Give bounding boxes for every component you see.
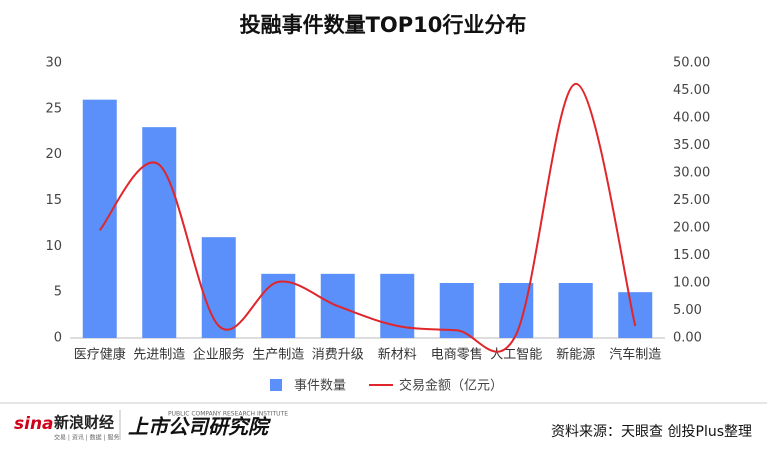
x-tick-label: 生产制造 bbox=[252, 348, 304, 363]
x-tick-label: 新能源 bbox=[556, 347, 595, 363]
y-tick-label: 0 bbox=[54, 331, 62, 346]
x-tick-label: 企业服务 bbox=[193, 347, 245, 363]
x-tick-label: 新材料 bbox=[378, 347, 417, 363]
legend-label: 交易金额（亿元） bbox=[399, 378, 503, 394]
y2-tick-label: 50.00 bbox=[673, 56, 710, 71]
y2-tick-label: 0.00 bbox=[673, 331, 702, 346]
brand-name: 新浪财经 bbox=[54, 414, 114, 432]
y2-tick-label: 30.00 bbox=[673, 166, 710, 181]
legend-label: 事件数量 bbox=[294, 379, 346, 394]
y2-tick-label: 20.00 bbox=[673, 221, 710, 236]
bar bbox=[558, 283, 593, 338]
x-tick-label: 医疗健康 bbox=[74, 347, 126, 363]
bar bbox=[201, 237, 236, 338]
y2-tick-label: 15.00 bbox=[673, 248, 710, 263]
y2-tick-label: 35.00 bbox=[673, 138, 710, 153]
x-tick-label: 人工智能 bbox=[490, 348, 542, 363]
institute-en: PUBLIC COMPANY RESEARCH INSTITUTE bbox=[168, 411, 288, 418]
x-tick-label: 汽车制造 bbox=[609, 347, 661, 363]
bar bbox=[82, 99, 117, 339]
x-tick-label: 电商零售 bbox=[431, 347, 483, 363]
y2-tick-label: 40.00 bbox=[673, 111, 710, 126]
x-tick-label: 先进制造 bbox=[133, 348, 185, 363]
y-tick-label: 5 bbox=[54, 285, 62, 300]
y-tick-label: 25 bbox=[45, 101, 62, 116]
legend-swatch bbox=[270, 379, 282, 391]
y-tick-label: 20 bbox=[45, 147, 62, 162]
bar bbox=[618, 292, 653, 338]
bar bbox=[261, 273, 296, 338]
y2-tick-label: 5.00 bbox=[673, 303, 702, 318]
y-tick-label: 30 bbox=[45, 56, 62, 71]
institute: 上市公司研究院 bbox=[128, 415, 272, 439]
chart-title: 投融事件数量TOP10行业分布 bbox=[240, 13, 527, 37]
source-note: 资料来源：天眼查 创投Plus整理 bbox=[551, 424, 752, 440]
x-tick-label: 消费升级 bbox=[312, 348, 364, 363]
brand-sub: 交易 | 资讯 | 数据 | 服务 bbox=[54, 434, 120, 442]
brand-logo: sina bbox=[14, 414, 54, 434]
y2-tick-label: 45.00 bbox=[673, 83, 710, 98]
bar bbox=[142, 127, 177, 339]
y-tick-label: 10 bbox=[45, 239, 62, 254]
y2-tick-label: 25.00 bbox=[673, 193, 710, 208]
y2-tick-label: 10.00 bbox=[673, 276, 710, 291]
line bbox=[98, 82, 637, 353]
y-tick-label: 15 bbox=[45, 193, 62, 208]
